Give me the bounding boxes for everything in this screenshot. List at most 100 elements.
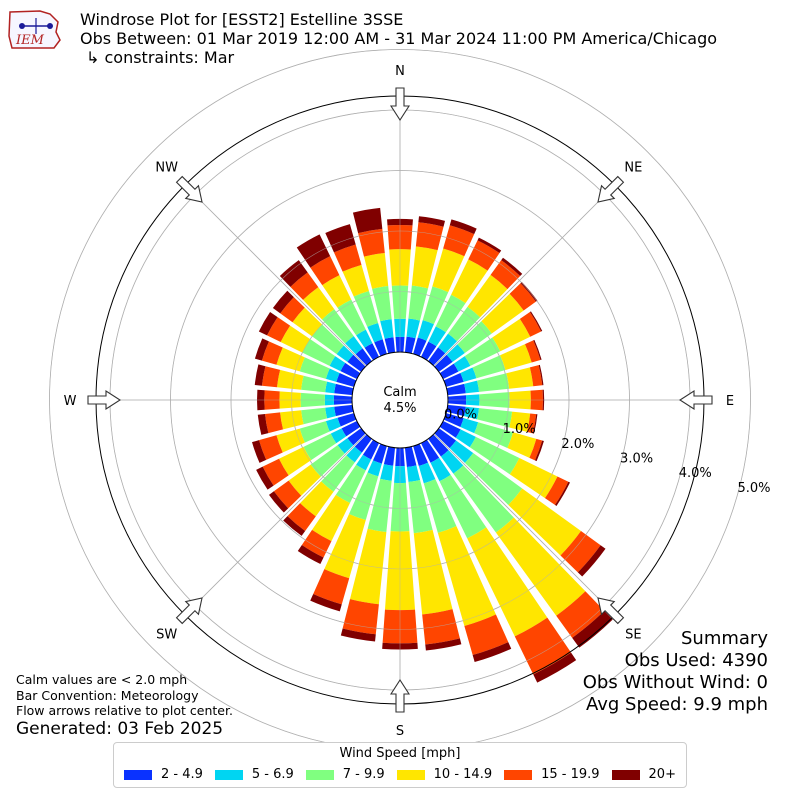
windrose-bar-segment xyxy=(443,225,475,257)
windrose-bar-segment xyxy=(362,439,380,460)
windrose-bar-segment xyxy=(337,413,357,427)
radial-gridline-overlay xyxy=(184,184,367,367)
flow-arrows-note: Flow arrows relative to plot center. xyxy=(16,703,233,718)
windrose-bar-segment xyxy=(415,222,444,251)
windrose-bar-segment xyxy=(342,599,379,635)
windrose-bar-segment xyxy=(413,337,427,357)
windrose-bar-segment xyxy=(280,325,311,353)
windrose-bar-segment xyxy=(336,372,357,387)
windrose-bar-segment xyxy=(356,329,373,348)
calm-label: Calm xyxy=(383,385,416,400)
windrose-bar-segment xyxy=(490,260,521,290)
windrose-bar-segment xyxy=(296,234,331,268)
windrose-bar-segment xyxy=(422,609,460,645)
windrose-bar-segment xyxy=(354,434,372,453)
windrose-bar-segment xyxy=(337,438,354,454)
legend-swatch xyxy=(305,769,334,780)
radial-gridline-overlay xyxy=(433,433,616,616)
windrose-bar-segment xyxy=(322,275,352,308)
legend-item: 5 - 6.9 xyxy=(214,767,294,782)
radial-gridline-overlay xyxy=(184,433,367,616)
legend-item: 10 - 14.9 xyxy=(396,767,492,782)
compass-arrow xyxy=(87,389,122,411)
windrose-bar-segment xyxy=(302,339,336,366)
windrose-bar-segment xyxy=(297,544,324,564)
windrose-bar-segment xyxy=(352,207,383,234)
windrose-bar-segment xyxy=(534,440,544,462)
windrose-bar-segment xyxy=(464,337,501,366)
windrose-bar-segment xyxy=(292,307,323,337)
windrose-bar-segment xyxy=(329,356,346,372)
windrose-bar-segment xyxy=(312,324,344,355)
windrose-bar-segment xyxy=(453,356,471,372)
windrose-bar-segment xyxy=(420,439,440,463)
windrose-bar-segment xyxy=(310,256,340,286)
legend-item: 2 - 4.9 xyxy=(123,767,203,782)
windrose-bar-segment xyxy=(413,529,453,615)
windrose-bar-segment xyxy=(529,438,543,461)
legend-item: 20+ xyxy=(611,767,676,782)
windrose-bar-segment xyxy=(524,340,541,363)
windrose-bar-segment xyxy=(474,422,514,449)
windrose-bar-segment xyxy=(404,336,416,354)
windrose-bar-segment xyxy=(258,435,283,460)
legend-items: 2 - 4.9 5 - 6.9 7 - 9.9 10 - 14.9 15 - 19.9 2… xyxy=(114,767,686,782)
windrose-bar-segment xyxy=(330,428,347,444)
windrose-bar-segment xyxy=(560,531,601,573)
windrose-bar-segment xyxy=(325,417,341,432)
windrose-bar-segment xyxy=(264,412,284,434)
windrose-bar-segment xyxy=(434,428,457,449)
chart-title: Windrose Plot for [ESST2] Estelline 3SSE xyxy=(80,10,404,29)
windrose-bar-segment xyxy=(337,299,366,336)
windrose-bar-segment xyxy=(435,294,466,333)
compass-labels: N NE E SE S SW W NW xyxy=(64,64,735,739)
windrose-bar-segment xyxy=(428,326,446,347)
windrose-bar-segment xyxy=(276,347,305,372)
windrose-bar-segment xyxy=(261,341,283,365)
iem-logo: IEM xyxy=(8,10,61,49)
windrose-bar-segment xyxy=(506,367,534,389)
radial-tick-labels: 0.0% 1.0% 2.0% 3.0% 4.0% 5.0% xyxy=(444,408,771,496)
windrose-bar-segment xyxy=(278,446,312,476)
windrose-bar-segment xyxy=(406,318,420,339)
windrose-bar-segment xyxy=(325,368,340,382)
windrose-bar-segment xyxy=(520,281,538,302)
windrose-bar-segment xyxy=(383,446,396,466)
windrose-bar-segment xyxy=(428,434,449,457)
windrose-bar-segment xyxy=(453,465,514,533)
windrose-bar-segment xyxy=(572,610,613,648)
windrose-bar-segment xyxy=(439,363,459,380)
radial-tick-label: 5.0% xyxy=(737,481,770,496)
compass-label-nw: NW xyxy=(155,161,178,176)
avg-speed: Avg Speed: 9.9 mph xyxy=(586,694,768,715)
windrose-bar-segment xyxy=(380,319,394,339)
windrose-bar-segment xyxy=(439,474,487,539)
windrose-bar-segment xyxy=(258,312,278,336)
windrose-bar-segment xyxy=(301,529,332,558)
windrose-bar-segment xyxy=(464,614,509,656)
windrose-bar-segment xyxy=(432,248,465,293)
radial-tick-label: 1.0% xyxy=(503,422,536,437)
chart-constraints: ↳ constraints: Mar xyxy=(86,48,235,67)
legend-swatch xyxy=(504,769,533,780)
windrose-bar-segment xyxy=(384,337,396,354)
windrose-bar-segment xyxy=(252,440,267,463)
windrose-bar-segment xyxy=(533,652,577,683)
windrose-bar-segment xyxy=(300,481,334,517)
windrose-bar-segment xyxy=(455,429,476,448)
windrose-bar-segment xyxy=(374,339,387,357)
windrose-bar-segment xyxy=(276,428,305,453)
windrose-bar-segment xyxy=(507,432,537,458)
compass-arrow xyxy=(389,678,411,713)
windrose-bar-segment xyxy=(448,306,481,342)
windrose-bar-segment xyxy=(313,569,350,605)
windrose-bar-segment xyxy=(342,264,369,297)
windrose-bar-segment xyxy=(492,318,531,352)
generated-date: Generated: 03 Feb 2025 xyxy=(16,718,224,739)
windrose-bar-segment xyxy=(356,454,372,471)
windrose-bar-segment xyxy=(349,528,387,605)
windrose-bar-segment xyxy=(254,338,269,361)
windrose-bar-segment xyxy=(349,472,379,521)
radial-tick-label: 4.0% xyxy=(679,466,712,481)
windrose-bar-segment xyxy=(446,344,465,362)
